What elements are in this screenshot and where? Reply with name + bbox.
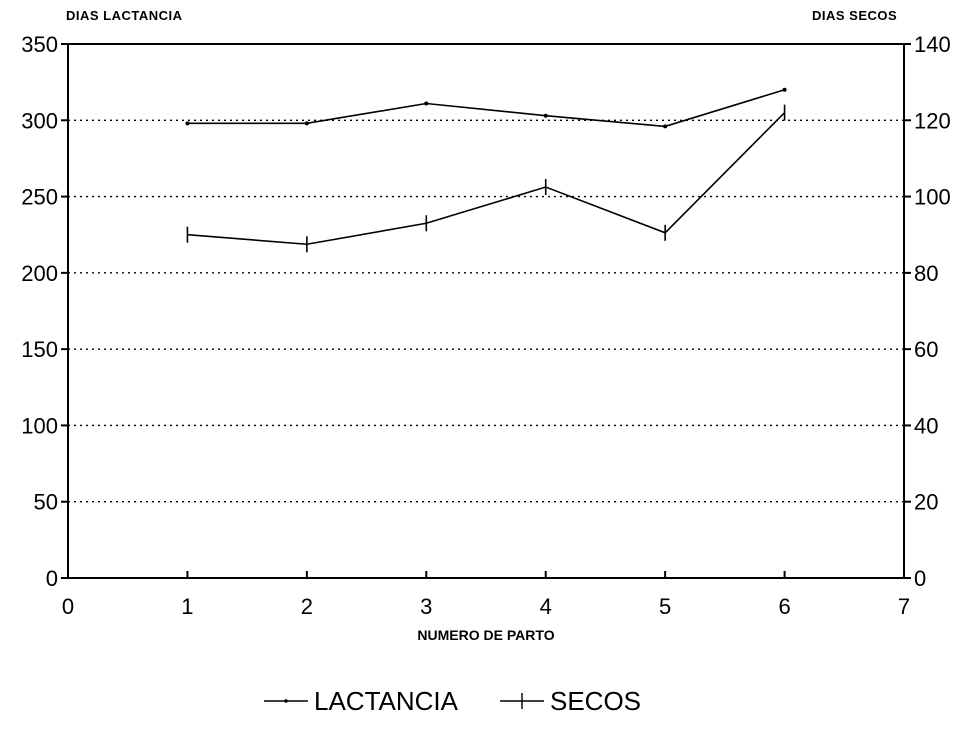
- legend: LACTANCIA SECOS: [262, 676, 641, 726]
- left-axis-tick-label: 250: [21, 185, 58, 210]
- x-axis-tick-label: 2: [301, 594, 313, 619]
- right-axis-tick-label: 120: [914, 108, 951, 133]
- legend-item-lactancia: LACTANCIA: [262, 686, 458, 717]
- x-axis-tick-label: 4: [540, 594, 552, 619]
- x-axis-tick-label: 1: [181, 594, 193, 619]
- legend-line-dot-icon: [264, 699, 308, 703]
- legend-label-lactancia: LACTANCIA: [314, 685, 458, 716]
- right-axis-tick-label: 80: [914, 261, 938, 286]
- data-point-lactancia: [304, 121, 309, 126]
- left-axis-tick-label: 50: [34, 490, 58, 515]
- right-axis-tick-label: 140: [914, 32, 951, 57]
- left-axis-tick-label: 100: [21, 413, 58, 438]
- left-axis-title: DIAS LACTANCIA: [66, 8, 183, 23]
- right-axis-title: DIAS SECOS: [812, 8, 898, 23]
- series-line-secos: [187, 112, 786, 246]
- left-axis-tick-label: 150: [21, 337, 58, 362]
- data-point-lactancia: [782, 87, 787, 92]
- legend-item-secos: SECOS: [498, 686, 641, 717]
- data-point-lactancia: [543, 113, 548, 118]
- right-axis-tick-label: 40: [914, 413, 938, 438]
- x-axis-title: NUMERO DE PARTO: [417, 627, 554, 643]
- x-axis-tick-label: 3: [420, 594, 432, 619]
- legend-line-plus-icon: [500, 693, 544, 709]
- right-axis-tick-label: 20: [914, 490, 938, 515]
- data-point-lactancia: [663, 124, 668, 129]
- right-axis-tick-label: 0: [914, 566, 926, 591]
- right-axis-tick-label: 100: [914, 185, 951, 210]
- data-point-lactancia: [185, 121, 190, 126]
- data-point-lactancia: [424, 101, 429, 106]
- right-axis-tick-label: 60: [914, 337, 938, 362]
- legend-label-secos: SECOS: [550, 685, 642, 716]
- left-axis-tick-label: 0: [46, 566, 58, 591]
- x-axis-tick-label: 6: [778, 594, 790, 619]
- x-axis-tick-label: 7: [898, 594, 910, 619]
- x-axis-tick-label: 5: [659, 594, 671, 619]
- x-axis-tick-label: 0: [62, 594, 74, 619]
- left-axis-tick-label: 300: [21, 108, 58, 133]
- left-axis-tick-label: 350: [21, 32, 58, 57]
- plot-frame: [67, 43, 905, 579]
- series-line-lactancia: [187, 89, 785, 128]
- left-axis-tick-label: 200: [21, 261, 58, 286]
